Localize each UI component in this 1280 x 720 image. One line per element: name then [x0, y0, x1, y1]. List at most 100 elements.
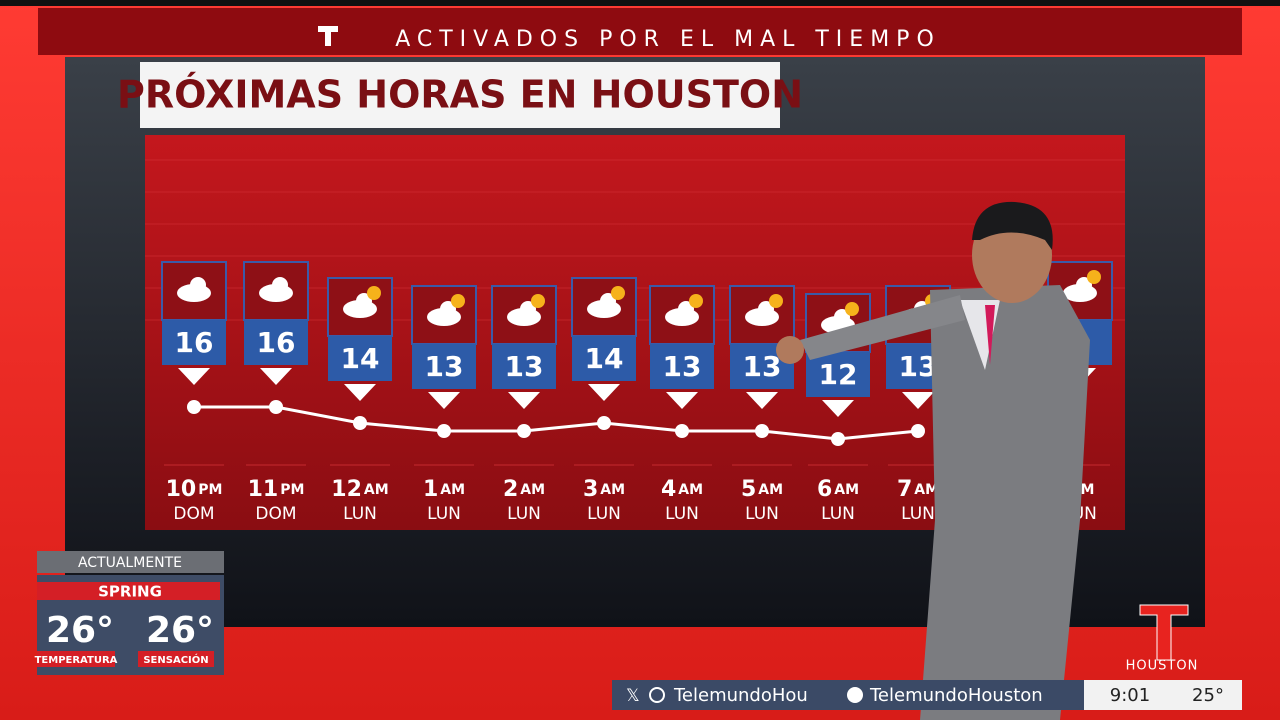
value-label: 12 — [819, 358, 858, 391]
period: AM — [678, 482, 703, 498]
pointer — [178, 368, 210, 385]
location-bar — [37, 582, 220, 600]
day-label: LUN — [587, 504, 621, 524]
point — [517, 424, 531, 438]
hour-label: 12 AM — [331, 477, 388, 502]
feels-like: 26° — [146, 610, 214, 651]
ig-icon — [649, 687, 665, 703]
chart-title: PRÓXIMAS HORAS EN HOUSTON — [117, 73, 803, 117]
hour-label: 10 PM — [166, 477, 223, 502]
cloud-puff — [834, 309, 850, 325]
feels-label-bg — [138, 651, 214, 667]
value-box — [492, 344, 556, 389]
value-box — [806, 352, 870, 397]
value-label: 14 — [341, 342, 380, 375]
pointer — [588, 384, 620, 401]
cloud-puff — [190, 277, 206, 293]
facebook-handle: TelemundoHouston — [869, 685, 1043, 706]
period: PM — [280, 482, 304, 498]
cloud-puff — [440, 301, 456, 317]
hour-label: 1 AM — [423, 477, 465, 502]
hour-label: 2 AM — [503, 477, 545, 502]
pointer — [746, 392, 778, 409]
pointer — [902, 392, 934, 409]
moon-icon — [1087, 270, 1101, 284]
hour: 5 — [741, 477, 756, 502]
period: AM — [520, 482, 545, 498]
hour: 11 — [248, 477, 279, 502]
suit — [920, 285, 1090, 720]
value-label: 13 — [663, 350, 702, 383]
value-box — [162, 320, 226, 365]
day-label: DOM — [255, 504, 296, 524]
moon-icon — [845, 302, 859, 316]
banner — [38, 8, 1242, 55]
hour-label: 5 AM — [741, 477, 783, 502]
value-label: 13 — [899, 350, 938, 383]
cloud-puff — [272, 277, 288, 293]
current-label: ACTUALMENTE — [78, 555, 182, 571]
x-icon: 𝕏 — [626, 686, 640, 706]
value-box — [244, 320, 308, 365]
day-label: LUN — [665, 504, 699, 524]
cloud-puff — [600, 293, 616, 309]
temperature: 26° — [46, 610, 114, 651]
value-box — [328, 336, 392, 381]
location: SPRING — [98, 583, 162, 601]
value-box — [412, 344, 476, 389]
point — [187, 400, 201, 414]
hour-label: 6 AM — [817, 477, 859, 502]
hour-label: 11 PM — [248, 477, 305, 502]
day-label: LUN — [745, 504, 779, 524]
cloud-puff — [678, 301, 694, 317]
station-logo — [1139, 604, 1189, 661]
clock: 9:01 — [1110, 685, 1150, 706]
tie — [985, 305, 995, 365]
day-label: LUN — [343, 504, 377, 524]
feels-like-label: SENSACIÓN — [143, 653, 208, 666]
banner-title: ACTIVADOS POR EL MAL TIEMPO — [395, 27, 941, 52]
moon-icon — [451, 294, 465, 308]
current-temp: 25° — [1192, 685, 1224, 706]
hand — [776, 336, 804, 364]
day-label: LUN — [901, 504, 935, 524]
point — [353, 416, 367, 430]
pointer — [508, 392, 540, 409]
temp-label-bg — [37, 651, 115, 667]
hair — [972, 201, 1053, 250]
hour: 4 — [661, 477, 676, 502]
top-edge — [0, 0, 1280, 6]
hour: 1 — [423, 477, 438, 502]
period: AM — [914, 482, 939, 498]
clock-bar — [1084, 680, 1242, 710]
current-header — [37, 551, 224, 573]
cloud-puff — [758, 301, 774, 317]
point — [831, 432, 845, 446]
logo — [318, 26, 338, 46]
day-label: DOM — [173, 504, 214, 524]
point — [755, 424, 769, 438]
hour: 10 — [166, 477, 197, 502]
title-box — [140, 62, 780, 128]
presenter — [776, 201, 1090, 720]
fb-icon — [847, 687, 863, 703]
hour: 7 — [897, 477, 912, 502]
x-handle: TelemundoHou — [673, 685, 808, 706]
cloud-puff — [1076, 277, 1092, 293]
moon-icon — [531, 294, 545, 308]
value-label: 13 — [505, 350, 544, 383]
temperature-label: TEMPERATURA — [35, 655, 118, 666]
pointer — [428, 392, 460, 409]
value-label: 14 — [585, 342, 624, 375]
hour-label: 3 AM — [583, 477, 625, 502]
point — [911, 424, 925, 438]
hour: 12 — [331, 477, 362, 502]
period: AM — [600, 482, 625, 498]
pointer — [822, 400, 854, 417]
value-label: 16 — [257, 326, 296, 359]
point — [675, 424, 689, 438]
point — [597, 416, 611, 430]
pointer — [666, 392, 698, 409]
